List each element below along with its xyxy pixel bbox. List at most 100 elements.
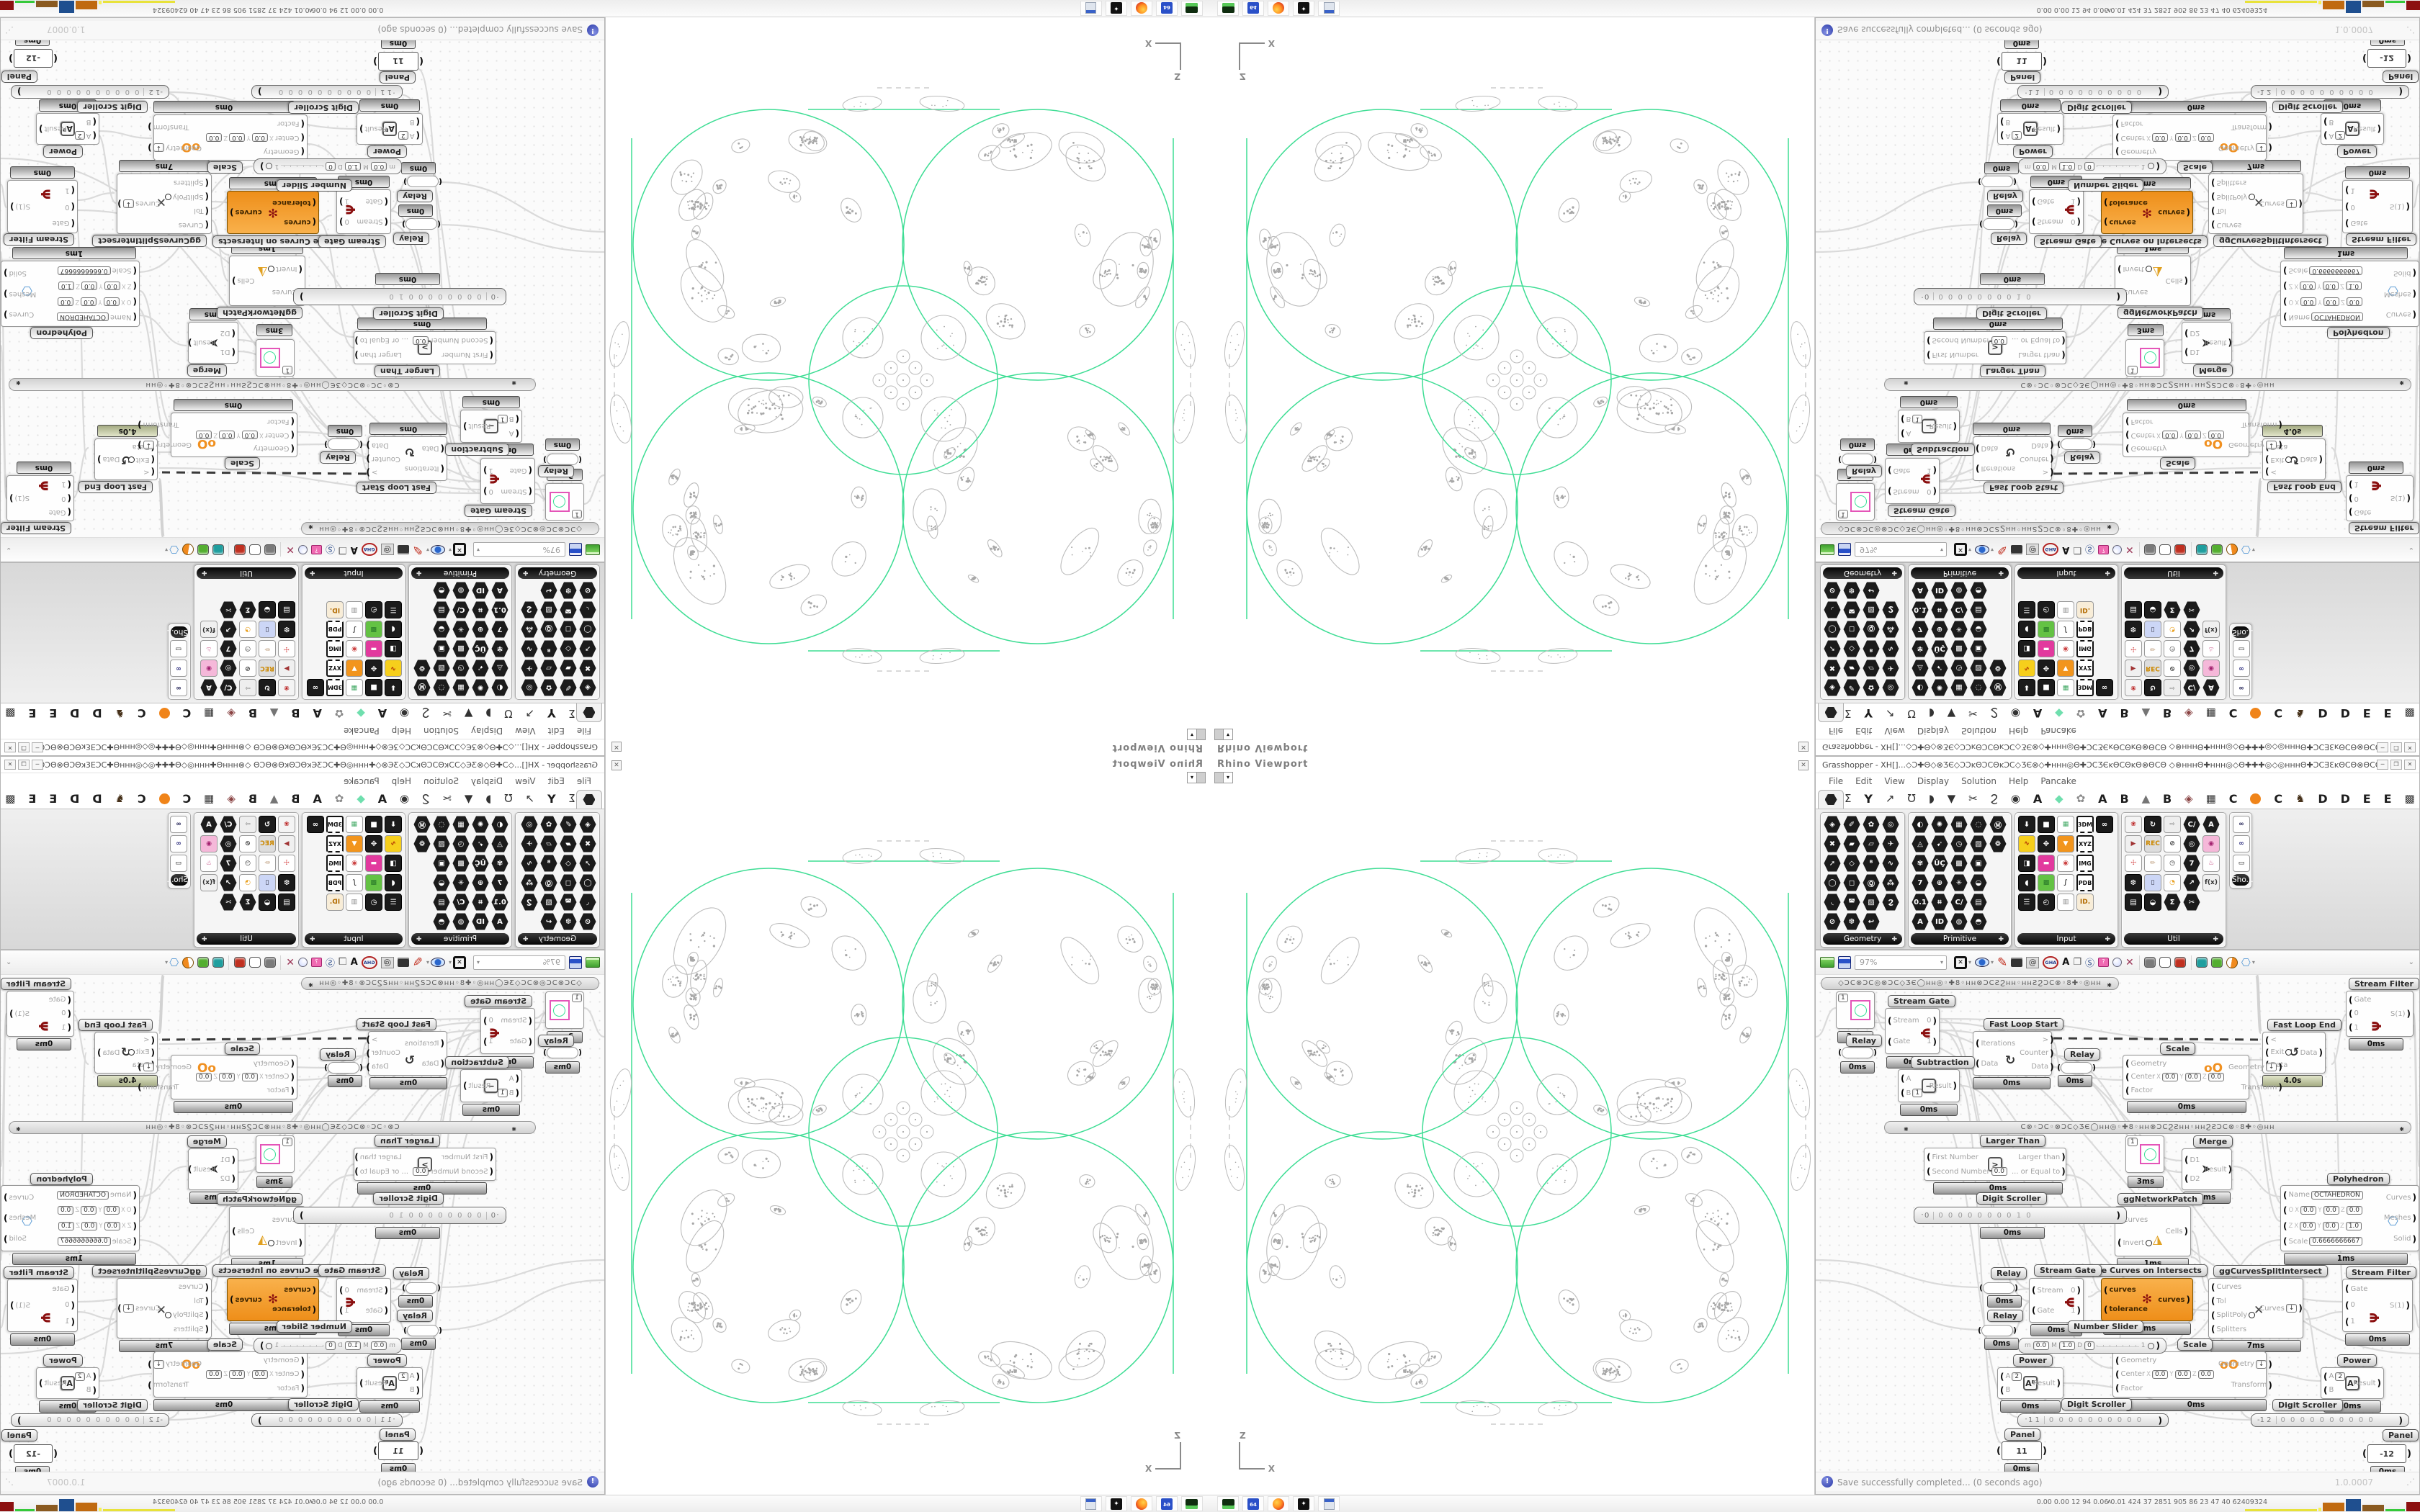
- tab-item[interactable]: ▼: [1947, 707, 1956, 720]
- slider-knob[interactable]: [266, 1342, 273, 1349]
- input-param[interactable]: (Data: [421, 444, 444, 454]
- palette-icon[interactable]: ∞: [170, 816, 187, 833]
- palette-icon[interactable]: ↗: [220, 874, 237, 891]
- palette-icon[interactable]: [259, 913, 276, 930]
- number-slider[interactable]: m 0.0 M 1.0 D 0 1): [2018, 158, 2166, 174]
- palette-icon[interactable]: ◌: [433, 816, 450, 833]
- tab-item[interactable]: D: [2318, 706, 2328, 720]
- palette-icon[interactable]: ❁: [413, 835, 431, 852]
- input-param[interactable]: (Gate: [52, 217, 75, 228]
- input-param[interactable]: (Curves: [178, 220, 209, 230]
- tab-item[interactable]: ◈: [227, 792, 236, 805]
- merge-component[interactable]: (D1(D2 Result) ➤: [2182, 322, 2232, 364]
- display-wire-icon[interactable]: [2143, 541, 2156, 559]
- lightbulb-icon[interactable]: [2112, 541, 2123, 559]
- taskbar-app-firefox[interactable]: [1131, 1496, 1152, 1511]
- palette-icon[interactable]: ▣: [1970, 640, 1987, 657]
- palette-icon[interactable]: ➚: [579, 640, 596, 657]
- palette-icon[interactable]: ◍: [1950, 582, 1968, 599]
- input-param[interactable]: (1: [2345, 185, 2355, 196]
- palette-icon[interactable]: ⁂: [521, 874, 538, 891]
- input-param[interactable]: (B 1: [1901, 414, 1923, 424]
- number-slider-label[interactable]: Number Slider: [276, 1320, 352, 1333]
- palette-icon[interactable]: ✂: [2183, 601, 2200, 618]
- merge-component[interactable]: (D1(D2 Result) ➤: [2182, 1148, 2232, 1190]
- palette-icon[interactable]: ✐: [1843, 816, 1860, 833]
- palette-icon[interactable]: ➹: [472, 660, 489, 677]
- palette-icon[interactable]: ✳: [1950, 621, 1968, 638]
- menu-item-edit[interactable]: Edit: [547, 776, 565, 786]
- gg-curves-split-intersect-label[interactable]: ggCurvesSplitIntersect: [92, 1265, 207, 1277]
- lightbulb-icon[interactable]: [297, 954, 308, 971]
- palette-icon[interactable]: 0.1: [491, 894, 508, 911]
- scale-component[interactable]: (Geometry(Center X 0.0 Y 0.0 Z 0.0(Factor Geome…: [138, 1055, 297, 1099]
- output-param[interactable]: S(1)): [9, 493, 30, 503]
- tab-item[interactable]: ▲: [269, 792, 279, 805]
- taskbar-app-floppy-64[interactable]: 64: [1242, 1, 1264, 16]
- input-param[interactable]: (A: [508, 428, 519, 438]
- fast-loop-start-label[interactable]: Fast Loop Start: [356, 482, 436, 494]
- palette-icon[interactable]: ✈: [521, 835, 538, 852]
- save-file-icon[interactable]: [569, 954, 582, 971]
- palette-icon[interactable]: [2096, 894, 2113, 911]
- palette-icon[interactable]: ÜÇ: [1931, 640, 1948, 657]
- input-param[interactable]: (0: [2349, 1008, 2359, 1019]
- projector-icon[interactable]: [2011, 954, 2023, 971]
- palette-icon[interactable]: ◒: [1970, 874, 1987, 891]
- palette-icon[interactable]: ▱: [1863, 835, 1880, 852]
- relay-node[interactable]: (): [2057, 438, 2096, 450]
- palette-icon[interactable]: ⊘: [239, 835, 256, 852]
- output-param[interactable]: 1): [2071, 197, 2081, 207]
- output-param[interactable]: curves): [2158, 207, 2190, 217]
- larger-than-component[interactable]: (First Number(Second Number 0.0 Larger tha…: [1924, 331, 2066, 364]
- palette-icon[interactable]: ▧: [433, 660, 450, 677]
- panel-label[interactable]: Panel: [2383, 1429, 2419, 1441]
- input-param[interactable]: (0: [2349, 493, 2359, 504]
- palette-icon[interactable]: ☩: [2125, 855, 2142, 872]
- palette-icon[interactable]: 7: [220, 855, 237, 872]
- input-param[interactable]: (D2: [2184, 1174, 2200, 1184]
- taskbar-app-calculator[interactable]: [1318, 1496, 1340, 1511]
- input-param[interactable]: (B 1: [497, 1088, 519, 1098]
- palette-icon[interactable]: ▩: [1950, 640, 1968, 657]
- palette-icon[interactable]: ▶: [278, 660, 295, 677]
- input-param[interactable]: (Stream: [1888, 486, 1919, 497]
- palette-icon[interactable]: ◷: [2164, 855, 2181, 872]
- grasshopper-canvas[interactable]: 97% ▾ ✕ ▾ ▾ ✎ @ GHA A ❐ Ⓢ? ✕ ⎔ ▾ ⌄ ◇ƆC⊗ƆC◎⊗ƆC◇ƷЄ◯ʜʜ◎◦✚…: [1816, 950, 2419, 1472]
- palette-icon[interactable]: ◇: [1843, 855, 1860, 872]
- rewire-icon[interactable]: ✕: [286, 956, 295, 968]
- tab-item[interactable]: D: [70, 706, 80, 720]
- output-param[interactable]: Transform): [2231, 122, 2272, 132]
- palette-icon[interactable]: XYZ: [326, 660, 344, 677]
- palette-icon[interactable]: [307, 582, 324, 599]
- maximize-button[interactable]: ❒: [2390, 742, 2402, 752]
- input-param[interactable]: (Center X 0.0 Y 0.0 Z 0.0: [196, 1072, 295, 1082]
- tab-item[interactable]: Ʊ: [504, 707, 513, 720]
- palette-icon[interactable]: ∞: [170, 835, 187, 852]
- palette-icon[interactable]: ✂: [220, 601, 237, 618]
- palette-icon[interactable]: [413, 640, 431, 657]
- tab-item[interactable]: D: [92, 706, 102, 720]
- search-icon[interactable]: Ⓢ: [2085, 958, 2095, 969]
- palette-group-label[interactable]: Geometry ✚: [518, 933, 597, 945]
- input-param[interactable]: (Exit: [2265, 1048, 2293, 1058]
- palette-icon[interactable]: A: [491, 913, 508, 930]
- tab-item[interactable]: ✿: [334, 792, 344, 805]
- palette-icon[interactable]: [259, 582, 276, 599]
- input-param[interactable]: (B: [2000, 117, 2011, 127]
- palette-icon[interactable]: 7: [491, 621, 508, 638]
- palette-icon[interactable]: [1989, 894, 2007, 911]
- at-avatar-icon[interactable]: @: [2026, 954, 2040, 971]
- palette-icon[interactable]: ◉: [200, 660, 218, 677]
- palette-icon[interactable]: ✖: [579, 835, 596, 852]
- palette-icon[interactable]: [365, 582, 382, 599]
- palette-icon[interactable]: ID: [1931, 913, 1948, 930]
- panel-component[interactable]: 11(): [1996, 52, 2047, 71]
- divide-curves-on-intersects-component[interactable]: (curves(tolerance curves) ✻: [2101, 191, 2193, 234]
- palette-icon[interactable]: ↗: [2183, 621, 2200, 638]
- palette-icon[interactable]: ✺: [472, 816, 489, 833]
- output-param[interactable]: Result): [463, 1081, 491, 1091]
- sketch-pen-icon[interactable]: ✎: [412, 542, 423, 557]
- palette-icon[interactable]: [307, 894, 324, 911]
- palette-icon[interactable]: ✳: [452, 621, 470, 638]
